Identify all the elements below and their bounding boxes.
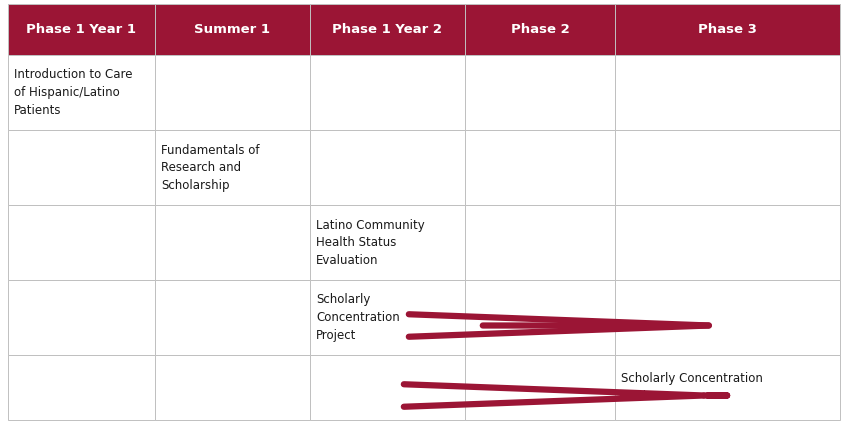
Bar [8, 355, 154, 420]
Bar [310, 4, 464, 55]
Bar [464, 4, 614, 55]
Bar [154, 355, 310, 420]
Text: Phase 3: Phase 3 [697, 23, 756, 36]
Bar [8, 55, 154, 130]
Bar [310, 55, 464, 130]
Bar [464, 130, 614, 205]
Text: Scholarly Concentration
Product: Scholarly Concentration Product [620, 372, 762, 403]
Bar [614, 4, 839, 55]
Bar [614, 55, 839, 130]
Text: Phase 2: Phase 2 [510, 23, 569, 36]
Bar [154, 205, 310, 280]
Bar [464, 280, 614, 355]
Bar [614, 205, 839, 280]
Bar [310, 280, 464, 355]
Bar [8, 205, 154, 280]
Bar [464, 355, 614, 420]
Text: Introduction to Care
of Hispanic/Latino
Patients: Introduction to Care of Hispanic/Latino … [14, 68, 133, 116]
Bar [310, 355, 464, 420]
Bar [464, 205, 614, 280]
Bar [614, 355, 839, 420]
Text: Summer 1: Summer 1 [194, 23, 270, 36]
Text: Latino Community
Health Status
Evaluation: Latino Community Health Status Evaluatio… [316, 219, 425, 267]
Bar [310, 205, 464, 280]
Bar [154, 55, 310, 130]
Bar [614, 280, 839, 355]
Bar [154, 280, 310, 355]
Text: Fundamentals of
Research and
Scholarship: Fundamentals of Research and Scholarship [161, 143, 259, 192]
Bar [8, 4, 154, 55]
Text: Phase 1 Year 1: Phase 1 Year 1 [26, 23, 137, 36]
Text: Phase 1 Year 2: Phase 1 Year 2 [332, 23, 442, 36]
Bar [8, 280, 154, 355]
Bar [614, 130, 839, 205]
Bar [154, 130, 310, 205]
Bar [464, 55, 614, 130]
Text: Scholarly
Concentration
Project: Scholarly Concentration Project [316, 293, 399, 341]
Bar [154, 4, 310, 55]
Bar [8, 130, 154, 205]
Bar [310, 130, 464, 205]
